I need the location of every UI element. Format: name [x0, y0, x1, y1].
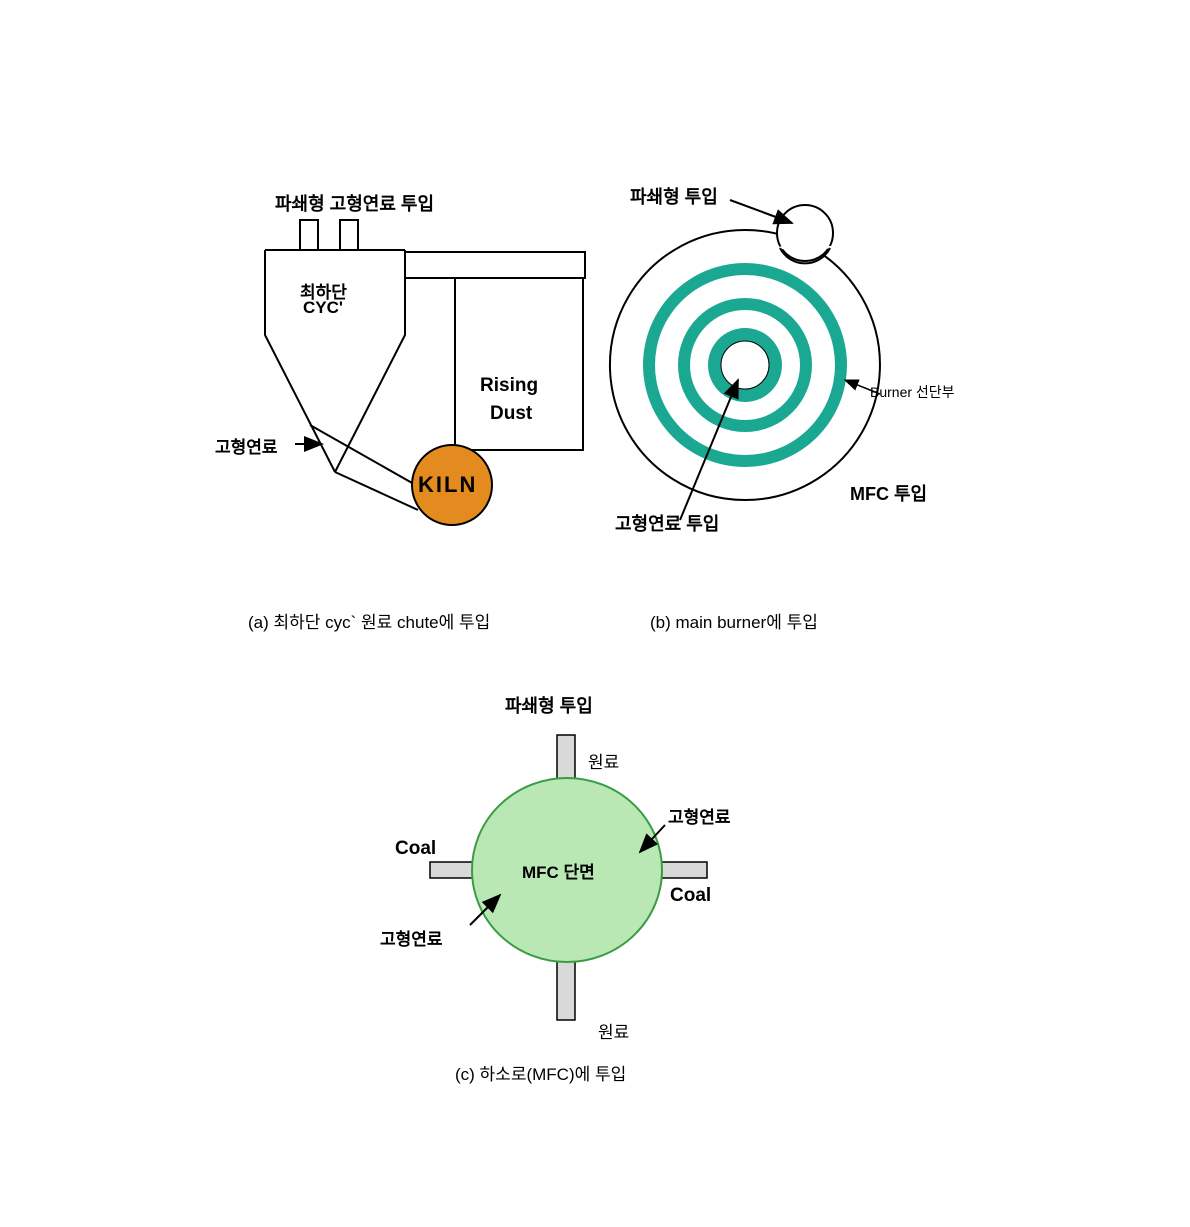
raw-bottom: 원료 — [598, 1018, 629, 1043]
diagram-c-svg — [0, 0, 1190, 1227]
duct-bottom — [557, 955, 575, 1020]
caption-c: (c) 하소로(MFC)에 투입 — [455, 1060, 626, 1085]
diagram-canvas: 파쇄형 고형연료 투입 최하단 CYC' Rising Dust 고형연료 KI… — [0, 0, 1190, 1227]
raw-top: 원료 — [588, 748, 619, 773]
coal-right: Coal — [670, 885, 711, 907]
coal-left: Coal — [395, 838, 436, 860]
mfc-section: MFC 단면 — [522, 858, 595, 883]
diagram-c-title: 파쇄형 투입 — [505, 692, 593, 718]
solid-fuel-left: 고형연료 — [380, 925, 443, 950]
solid-fuel-right: 고형연료 — [668, 803, 731, 828]
